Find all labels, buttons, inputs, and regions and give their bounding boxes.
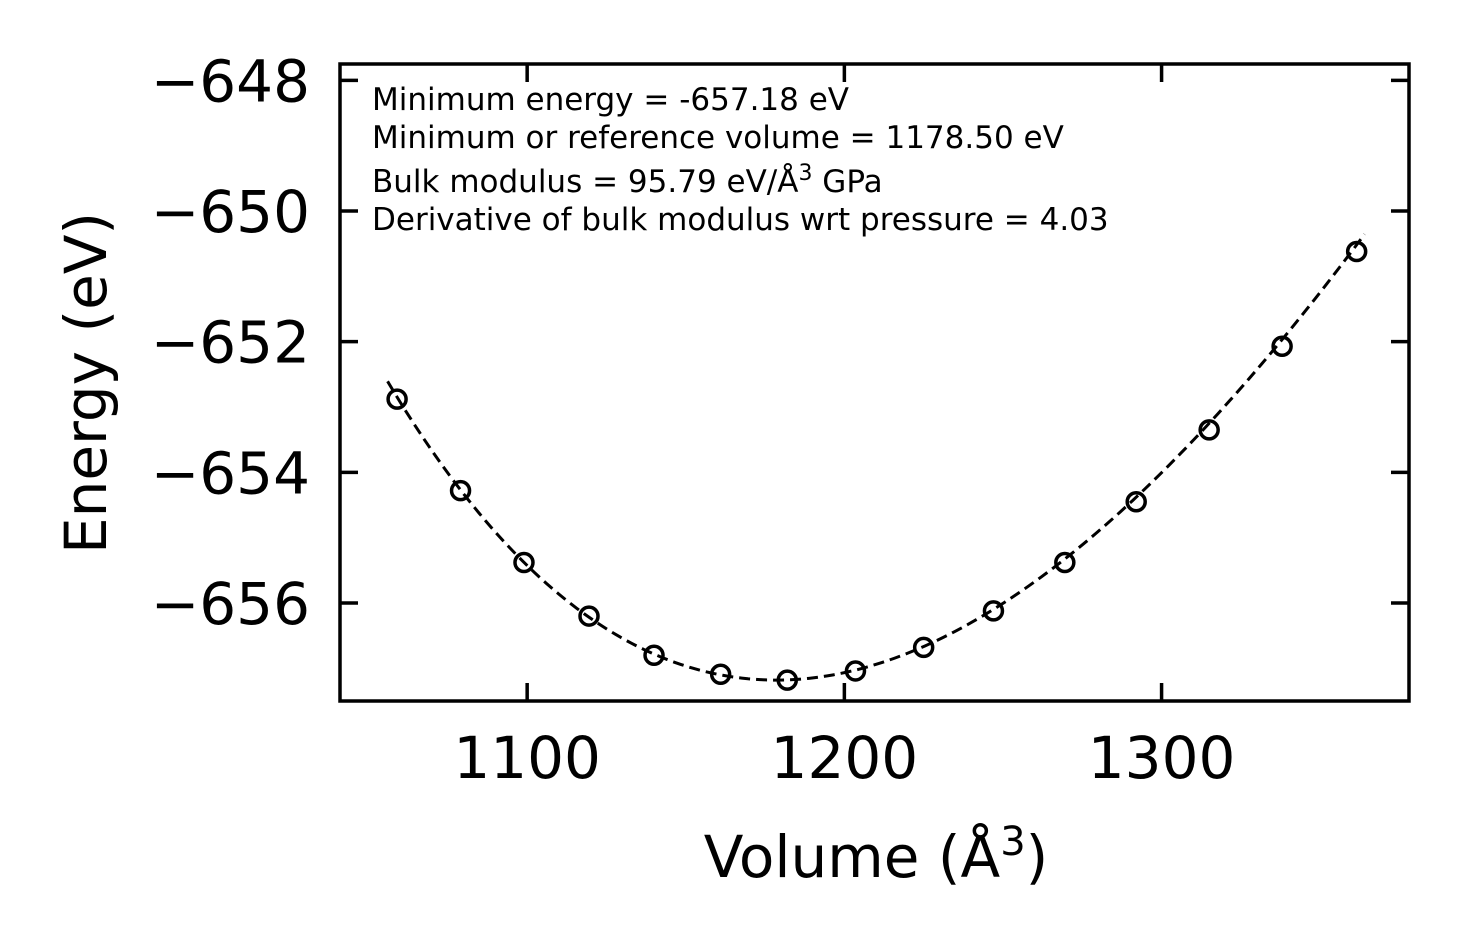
data-point [449, 479, 472, 502]
annotation-min-energy: Minimum energy = -657.18 eV [372, 82, 849, 118]
x-tick-label: 1100 [453, 724, 601, 792]
points-layer [386, 240, 1368, 691]
fit-layer [386, 233, 1366, 682]
x-axis-label: Volume (Å3) [704, 819, 1049, 891]
annotation-bulk-modulus-unit: GPa [812, 164, 882, 200]
data-point [844, 660, 867, 682]
annotation-bulk-derivative: Derivative of bulk modulus wrt pressure … [372, 202, 1109, 238]
data-point [776, 669, 799, 691]
data-point [1198, 419, 1220, 441]
y-tick-label: −650 [151, 178, 310, 246]
data-point [578, 605, 600, 627]
x-axis-label-sup: 3 [1000, 819, 1025, 865]
y-axis-label: Energy (eV) [52, 212, 120, 554]
y-tick-label: −654 [151, 439, 310, 507]
annotation-ref-volume: Minimum or reference volume = 1178.50 eV [372, 120, 1064, 156]
annotation-bulk-modulus-text: Bulk modulus = 95.79 eV/Å [372, 164, 798, 200]
x-axis-label-text: Volume (Å [704, 822, 1001, 891]
y-tick-label: −656 [151, 570, 310, 638]
data-point [982, 600, 1005, 622]
plot-frame [338, 62, 1411, 703]
y-tick-label: −652 [151, 309, 310, 377]
data-point [513, 551, 535, 574]
data-point [1125, 490, 1147, 513]
data-point [386, 388, 408, 410]
data-point [1271, 335, 1293, 357]
fit-curve [386, 233, 1366, 682]
y-tick-label: −648 [151, 47, 310, 115]
x-tick-label: 1200 [771, 724, 919, 792]
ticks-layer: 1100 1200 1300 −648 −650 −652 −654 −656 [151, 47, 1409, 792]
x-tick-label: 1300 [1088, 724, 1236, 792]
annotation-bulk-modulus-sup: 3 [798, 161, 812, 186]
annotation-bulk-modulus: Bulk modulus = 95.79 eV/Å3 GPa [372, 161, 883, 200]
data-point [1345, 240, 1368, 263]
x-axis-label-suffix: ) [1026, 823, 1049, 891]
data-point [1054, 551, 1076, 574]
data-point [709, 663, 732, 685]
data-point [643, 644, 665, 667]
data-point [912, 636, 935, 659]
plot-area [338, 62, 1411, 703]
